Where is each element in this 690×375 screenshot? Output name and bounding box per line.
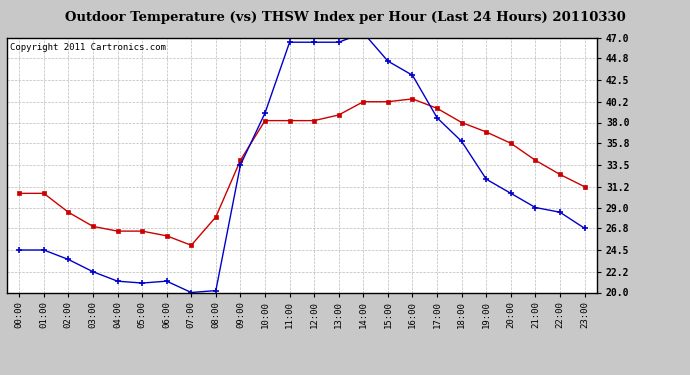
Text: Copyright 2011 Cartronics.com: Copyright 2011 Cartronics.com [10,43,166,52]
Text: Outdoor Temperature (vs) THSW Index per Hour (Last 24 Hours) 20110330: Outdoor Temperature (vs) THSW Index per … [65,11,625,24]
